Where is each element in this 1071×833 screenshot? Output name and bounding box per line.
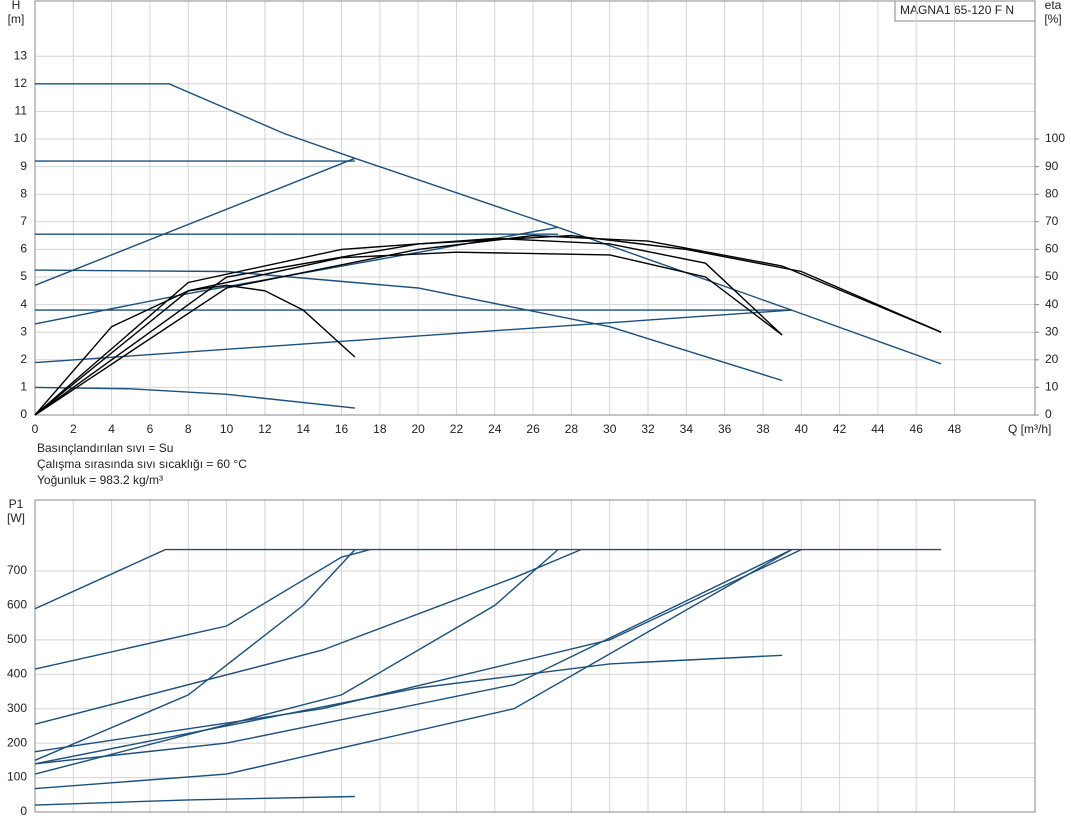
curve	[34, 157, 356, 286]
y2-tick-label: 100	[1045, 131, 1065, 145]
y-tick-label: 200	[7, 735, 27, 749]
x-tick-label: 22	[450, 422, 464, 436]
y-tick-label: 5	[20, 269, 27, 283]
y2-tick-label: 60	[1045, 242, 1059, 256]
x-tick-label: 28	[565, 422, 579, 436]
y2-tick-label: 20	[1045, 352, 1059, 366]
y2-tick-label: 80	[1045, 186, 1059, 200]
plot-layer: 0 2 4 6 8 10 12 14 16 18 20 22 24 26 28 30 32 34 36 38 40 42 4…	[14, 0, 1065, 436]
chart-title: MAGNA1 65-120 F N	[900, 3, 1014, 17]
y2-tick-label: 30	[1045, 324, 1059, 338]
x-tick-label: 26	[526, 422, 540, 436]
x-tick-label: 0	[32, 422, 39, 436]
curve	[34, 284, 356, 416]
curve	[35, 83, 942, 365]
curve	[34, 548, 582, 725]
y2-label: eta	[1045, 0, 1062, 12]
x-tick-label: 42	[833, 422, 847, 436]
y-tick-label: 7	[20, 214, 27, 228]
y-tick-label: 12	[14, 76, 28, 90]
x-tick-label: 34	[680, 422, 694, 436]
y-tick-label: 0	[20, 407, 27, 421]
curve	[34, 548, 793, 790]
x-label: Q [m³/h]	[1008, 422, 1051, 436]
plot-frame	[34, 499, 1036, 813]
curve	[34, 226, 559, 325]
y-tick-label: 100	[7, 770, 27, 784]
y-tick-label: 500	[7, 632, 27, 646]
y2-tick-label: 50	[1045, 269, 1059, 283]
y2-unit: [%]	[1044, 12, 1061, 26]
x-tick-label: 20	[411, 422, 425, 436]
curve	[34, 234, 942, 416]
curve	[34, 386, 355, 409]
x-tick-label: 4	[108, 422, 115, 436]
curve	[34, 251, 783, 416]
x-tick-label: 48	[948, 422, 962, 436]
x-tick-label: 32	[641, 422, 655, 436]
y-unit: [W]	[7, 511, 25, 525]
y2-tick-label: 90	[1045, 159, 1059, 173]
y-tick-label: 2	[20, 352, 27, 366]
y-label: H	[12, 0, 21, 12]
y-tick-label: 700	[7, 563, 27, 577]
x-tick-label: 38	[756, 422, 770, 436]
x-tick-label: 36	[718, 422, 732, 436]
curve	[34, 234, 942, 416]
y-tick-label: 400	[7, 666, 27, 680]
curve	[34, 269, 783, 382]
y2-tick-label: 70	[1045, 214, 1059, 228]
note: Yoğunluk = 983.2 kg/m³	[37, 473, 163, 487]
x-tick-label: 18	[373, 422, 387, 436]
curve	[34, 548, 371, 670]
y2-tick-label: 10	[1045, 380, 1059, 394]
curve	[34, 548, 802, 753]
curve	[34, 795, 355, 806]
y-tick-label: 9	[20, 159, 27, 173]
y-tick-label: 10	[14, 131, 28, 145]
x-tick-label: 24	[488, 422, 502, 436]
curve	[34, 237, 783, 416]
x-tick-label: 40	[795, 422, 809, 436]
x-tick-label: 16	[335, 422, 349, 436]
y-tick-label: 6	[20, 242, 27, 256]
note: Çalışma sırasında sıvı sıcaklığı = 60 °C	[37, 457, 247, 471]
plot-frame	[34, 0, 1036, 416]
note: Basınçlandırılan sıvı = Su	[37, 441, 173, 455]
x-tick-label: 44	[871, 422, 885, 436]
curve	[34, 548, 942, 610]
curve	[34, 654, 783, 765]
y-tick-label: 3	[20, 324, 27, 338]
y2-tick-label: 40	[1045, 297, 1059, 311]
y-unit: [m]	[8, 12, 25, 26]
curve	[34, 548, 793, 765]
curve	[34, 549, 559, 775]
y-tick-label: 300	[7, 701, 27, 715]
y-tick-label: 4	[20, 297, 27, 311]
x-tick-label: 12	[258, 422, 272, 436]
x-tick-label: 10	[220, 422, 234, 436]
y-tick-label: 13	[14, 48, 28, 62]
x-tick-label: 6	[147, 422, 154, 436]
x-tick-label: 14	[297, 422, 311, 436]
y-tick-label: 8	[20, 186, 27, 200]
x-tick-label: 30	[603, 422, 617, 436]
x-tick-label: 2	[70, 422, 77, 436]
curve	[34, 549, 356, 761]
y-tick-label: 11	[15, 104, 28, 118]
y2-tick-label: 0	[1045, 407, 1052, 421]
plot-layer: 0 100 200 300 400 500 600 700	[7, 499, 1036, 818]
y-tick-label: 0	[20, 804, 27, 818]
y-label: P1	[9, 497, 24, 511]
x-tick-label: 46	[910, 422, 924, 436]
x-tick-label: 8	[185, 422, 192, 436]
curve	[34, 309, 792, 364]
y-tick-label: 600	[7, 598, 27, 612]
y-tick-label: 1	[20, 380, 27, 394]
